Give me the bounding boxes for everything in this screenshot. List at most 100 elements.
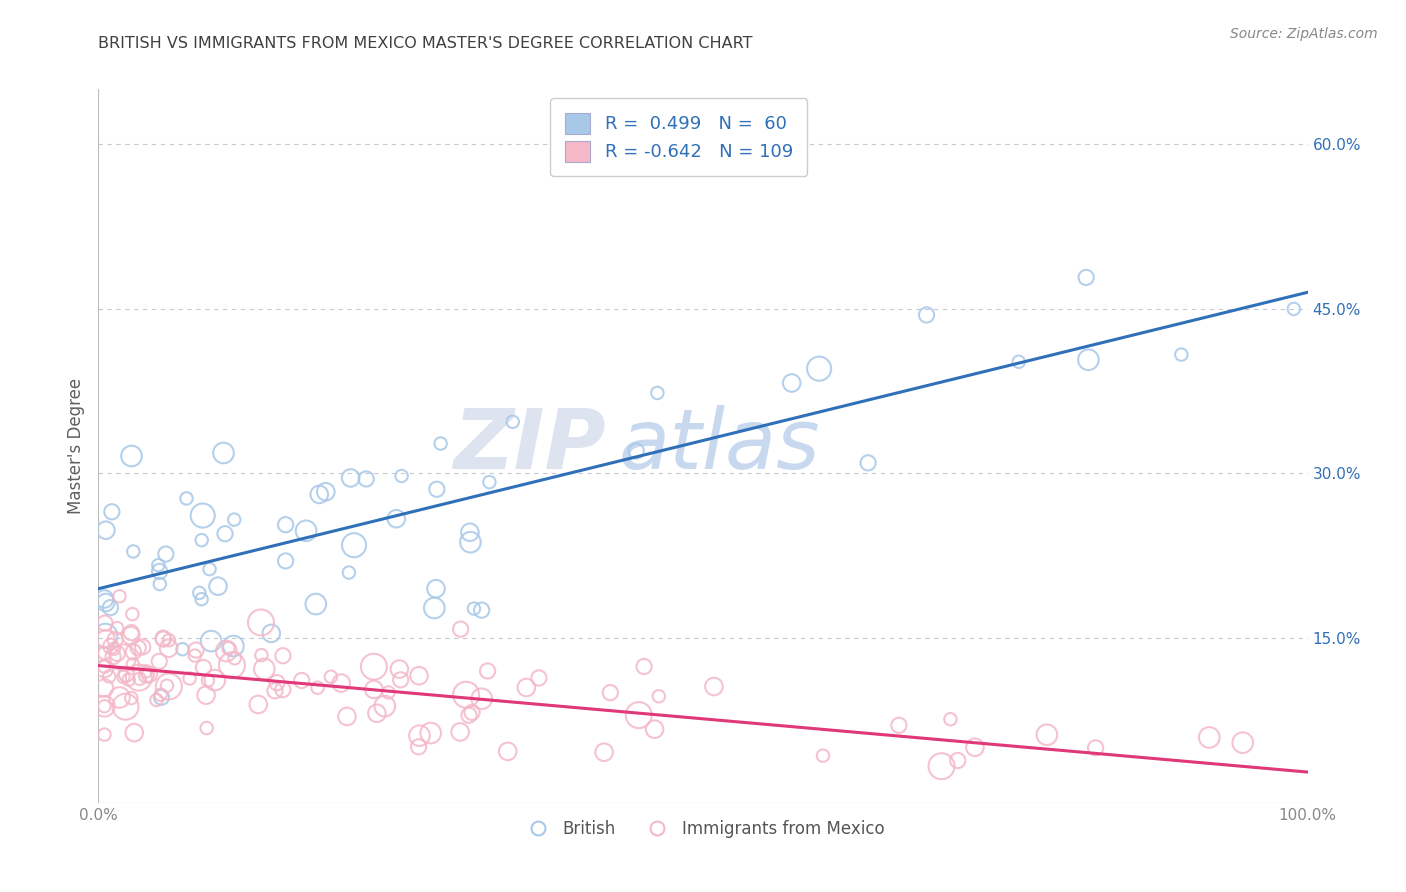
Point (274, 554, 297, 568)
Point (1076, 270, 1098, 285)
Point (260, 626, 283, 640)
Point (94, 523, 117, 537)
Point (1198, 731, 1220, 745)
Point (426, 482, 449, 496)
Point (120, 625, 142, 640)
Point (808, 361, 831, 376)
Text: atlas: atlas (619, 406, 820, 486)
Point (307, 681, 329, 695)
Point (127, 640, 149, 655)
Point (197, 673, 219, 688)
Point (93, 661, 115, 675)
Point (626, 444, 648, 458)
Point (502, 415, 524, 429)
Point (93, 681, 115, 695)
Point (122, 544, 145, 558)
Point (408, 729, 430, 743)
Point (93, 592, 115, 607)
Point (319, 670, 342, 684)
Point (179, 672, 201, 686)
Point (449, 725, 471, 739)
Point (450, 622, 472, 636)
Point (122, 725, 145, 739)
Point (471, 691, 494, 706)
Point (157, 680, 180, 694)
Point (188, 586, 211, 600)
Point (156, 679, 179, 693)
Point (458, 708, 481, 723)
Point (271, 648, 294, 663)
Point (780, 376, 803, 390)
Point (93, 659, 115, 673)
Point (118, 673, 141, 687)
Point (330, 676, 353, 690)
Point (100, 640, 122, 654)
Y-axis label: Master's Degree: Master's Degree (66, 378, 84, 514)
Point (593, 745, 616, 759)
Point (250, 615, 273, 630)
Point (1282, 301, 1305, 316)
Point (193, 660, 215, 674)
Point (339, 471, 361, 485)
Point (253, 662, 276, 676)
Point (112, 670, 135, 684)
Point (496, 744, 519, 758)
Point (217, 641, 239, 656)
Point (131, 640, 153, 654)
Point (599, 686, 621, 700)
Point (105, 647, 128, 661)
Point (104, 632, 127, 647)
Point (94, 616, 117, 631)
Point (939, 712, 962, 726)
Point (138, 667, 160, 681)
Point (150, 690, 173, 705)
Point (1008, 355, 1031, 369)
Point (644, 722, 666, 736)
Point (337, 566, 360, 580)
Point (811, 748, 834, 763)
Point (1077, 352, 1099, 367)
Point (1084, 740, 1107, 755)
Point (108, 589, 131, 603)
Point (1232, 736, 1254, 750)
Point (1170, 348, 1192, 362)
Point (111, 650, 134, 665)
Point (648, 690, 671, 704)
Point (145, 693, 167, 707)
Point (460, 535, 482, 549)
Text: ZIP: ZIP (454, 406, 606, 486)
Point (94, 595, 117, 609)
Point (633, 659, 655, 673)
Point (366, 706, 388, 721)
Point (148, 558, 170, 573)
Point (101, 505, 124, 519)
Point (527, 671, 550, 685)
Point (388, 662, 411, 676)
Point (195, 721, 218, 735)
Point (93, 699, 115, 714)
Point (190, 592, 212, 607)
Point (354, 472, 377, 486)
Point (195, 688, 218, 702)
Point (274, 517, 297, 532)
Point (172, 642, 194, 657)
Point (94, 629, 117, 643)
Text: BRITISH VS IMMIGRANTS FROM MEXICO MASTER'S DEGREE CORRELATION CHART: BRITISH VS IMMIGRANTS FROM MEXICO MASTER… (98, 36, 754, 51)
Point (425, 582, 447, 596)
Point (149, 688, 172, 702)
Point (429, 436, 451, 450)
Point (271, 682, 294, 697)
Point (191, 508, 214, 523)
Point (291, 673, 314, 688)
Point (152, 632, 174, 647)
Point (408, 739, 430, 754)
Point (703, 680, 725, 694)
Point (114, 699, 136, 714)
Point (135, 665, 157, 679)
Point (224, 651, 246, 665)
Point (204, 673, 226, 687)
Point (115, 667, 138, 681)
Text: Source: ZipAtlas.com: Source: ZipAtlas.com (1230, 27, 1378, 41)
Point (419, 726, 441, 740)
Point (456, 688, 478, 702)
